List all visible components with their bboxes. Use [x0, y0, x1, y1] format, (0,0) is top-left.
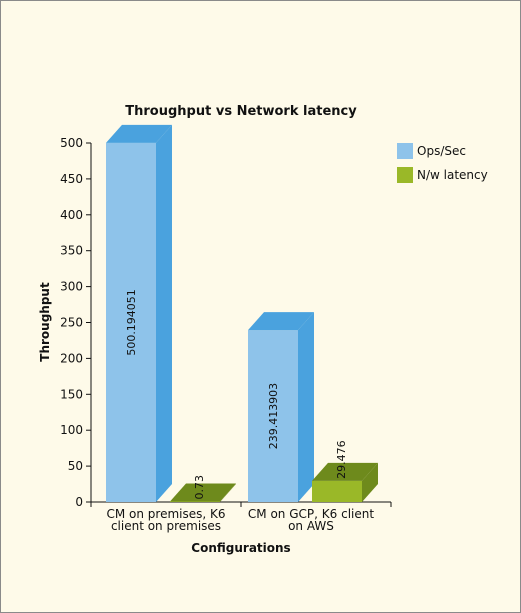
y-tick-label: 100: [60, 423, 83, 437]
data-label: 500.194051: [125, 289, 138, 355]
category-label: on AWS: [288, 519, 334, 533]
bar-top: [106, 124, 172, 143]
legend-swatch: [397, 167, 413, 183]
legend: Ops/Sec N/w latency: [397, 143, 488, 183]
x-axis-label: Configurations: [191, 541, 290, 555]
bar-1-1: [312, 462, 378, 502]
data-label: 29.476: [335, 440, 348, 479]
bar-side: [298, 312, 314, 502]
category-label: CM on GCP, K6 client: [248, 507, 374, 521]
category-label: CM on premises, K6: [106, 507, 225, 521]
y-tick-label: 50: [68, 459, 83, 473]
y-tick-label: 0: [75, 495, 83, 509]
y-tick-label: 250: [60, 316, 83, 330]
y-tick-label: 500: [60, 136, 83, 150]
chart-title: Throughput vs Network latency: [125, 104, 357, 119]
bar-0-1: [248, 312, 314, 502]
legend-swatch: [397, 143, 413, 159]
plot-area: 0 50 100 150 200 250 300 350 400 450 500 500.194051…: [60, 124, 392, 533]
legend-label: N/w latency: [417, 168, 488, 182]
y-tick-label: 450: [60, 172, 83, 186]
bar-top: [170, 483, 236, 502]
y-tick-label: 400: [60, 208, 83, 222]
bar-0-0: [106, 124, 172, 503]
y-tick-label: 200: [60, 351, 83, 365]
y-tick-label: 150: [60, 387, 83, 401]
y-axis-label: Throughput: [38, 282, 52, 362]
bar-front: [170, 501, 220, 502]
bar-side: [362, 462, 378, 502]
category-label: client on premises: [111, 519, 221, 533]
bar-1-0: [170, 483, 236, 502]
y-tick-label: 300: [60, 280, 83, 294]
y-tick-label: 350: [60, 244, 83, 258]
legend-label: Ops/Sec: [417, 144, 466, 158]
bar-front: [248, 330, 298, 502]
bar-side: [156, 124, 172, 503]
bar-top: [248, 312, 314, 331]
data-label: 239.413903: [267, 383, 280, 449]
data-label: 0.73: [193, 475, 206, 500]
bar-top: [312, 462, 378, 481]
bar-front: [106, 142, 156, 503]
bar-side: [220, 483, 236, 502]
bar-front: [312, 480, 362, 502]
